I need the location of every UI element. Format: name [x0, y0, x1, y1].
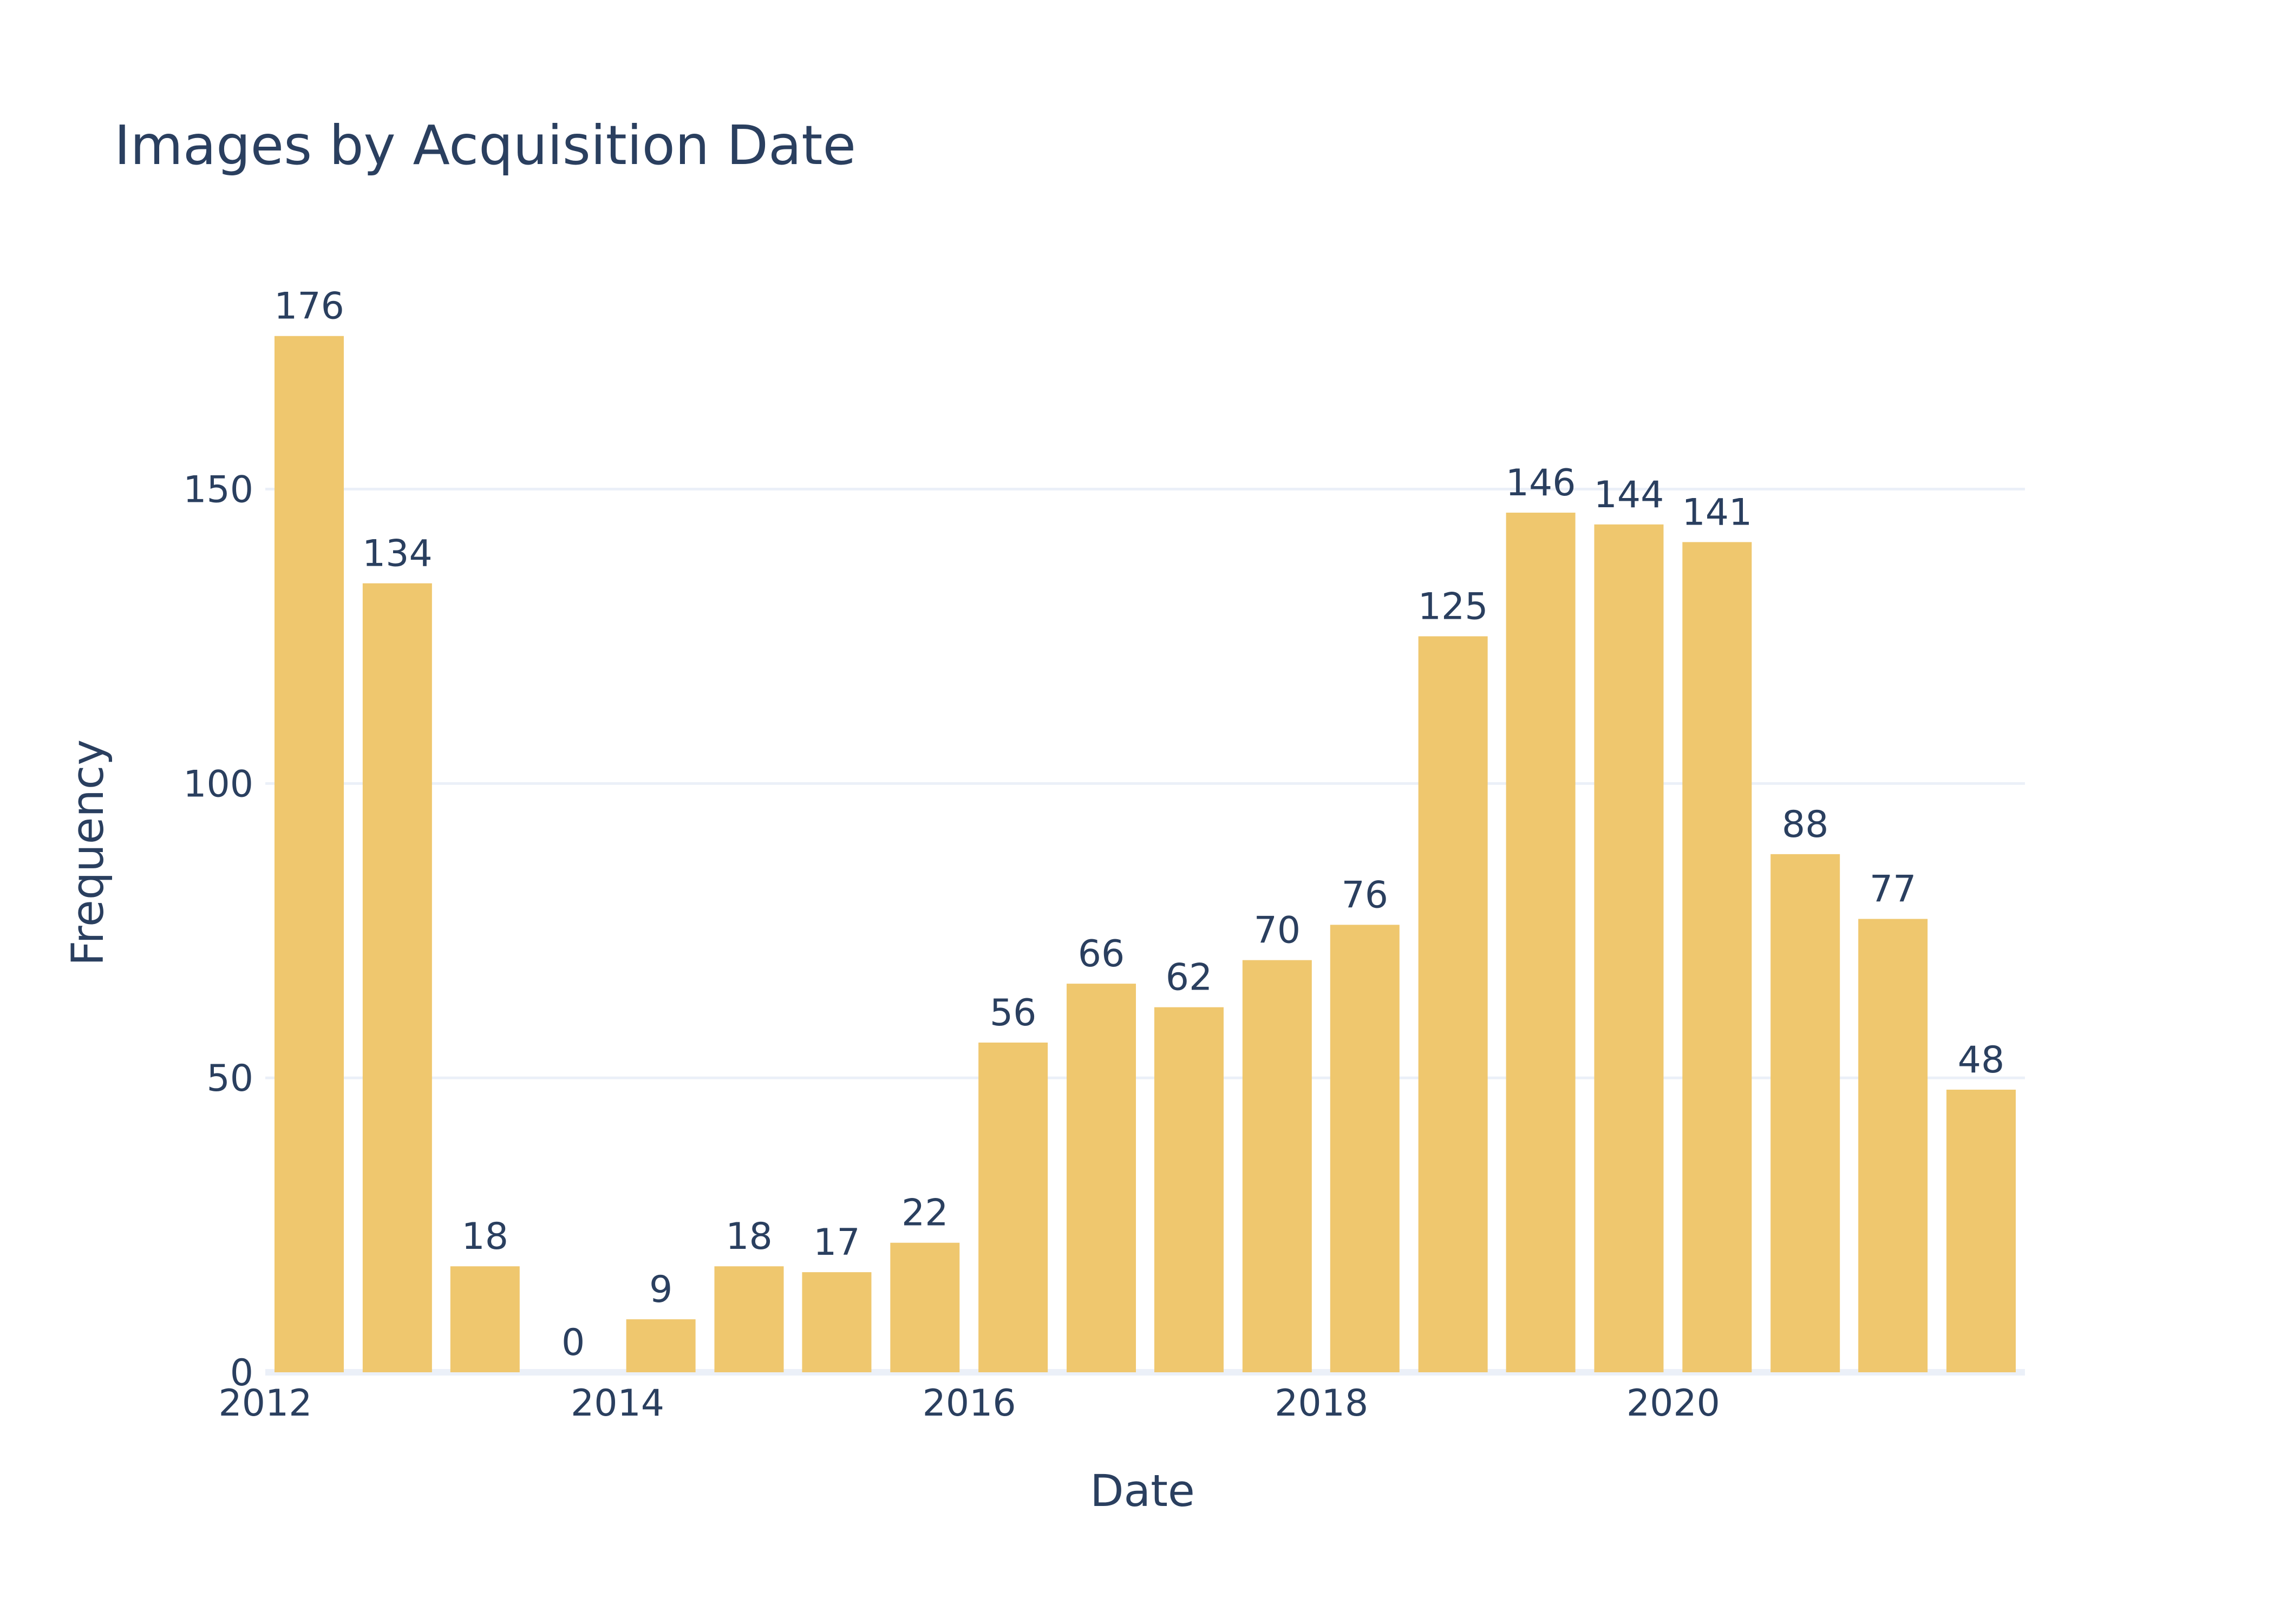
- bar: [1594, 524, 1664, 1372]
- bar: [890, 1242, 960, 1372]
- bar: [1506, 513, 1576, 1372]
- bar: [714, 1266, 784, 1372]
- bar-value-label: 144: [1594, 474, 1664, 516]
- bar-value-label: 17: [813, 1221, 860, 1264]
- bar-value-label: 77: [1870, 868, 1917, 911]
- bar: [1858, 919, 1928, 1372]
- bar: [802, 1272, 872, 1372]
- y-axis-title: Frequency: [63, 739, 114, 966]
- bar-value-label: 48: [1958, 1039, 2005, 1082]
- y-tick-label: 100: [183, 763, 253, 806]
- bars: [274, 336, 2016, 1373]
- bar: [1418, 636, 1488, 1372]
- x-tick-label: 2018: [1275, 1382, 1368, 1425]
- y-tick-label: 50: [206, 1057, 253, 1100]
- bar: [1067, 984, 1136, 1372]
- bar-value-label: 18: [726, 1215, 773, 1258]
- bar: [1682, 542, 1752, 1372]
- chart-title: Images by Acquisition Date: [114, 114, 856, 177]
- bar: [1242, 960, 1312, 1372]
- bar-value-label: 66: [1078, 933, 1125, 975]
- bar: [362, 583, 432, 1372]
- bar-value-label: 0: [561, 1321, 585, 1364]
- bar-value-label: 56: [990, 992, 1037, 1034]
- x-tick-label: 2012: [218, 1382, 312, 1425]
- bar-value-label: 76: [1342, 874, 1389, 916]
- bar-labels: 176 134 18 0 9 18 17 22 56 66 62 70 76 125 146 144 141 88…: [274, 285, 2004, 1364]
- bar: [626, 1319, 696, 1372]
- bar-value-label: 176: [274, 285, 344, 328]
- bar: [1946, 1089, 2016, 1372]
- bar-value-label: 18: [462, 1215, 509, 1258]
- bar: [1770, 854, 1840, 1372]
- bar-value-label: 70: [1254, 909, 1301, 952]
- bar-value-label: 134: [362, 533, 433, 575]
- bar: [1330, 925, 1400, 1372]
- gridlines: [265, 488, 2025, 1376]
- bar-value-label: 146: [1506, 462, 1576, 505]
- x-axis-ticks: 2012 2014 2016 2018 2020: [218, 1382, 1720, 1425]
- bar-value-label: 141: [1682, 491, 1752, 534]
- bar-value-label: 62: [1166, 957, 1213, 999]
- x-tick-label: 2020: [1626, 1382, 1720, 1425]
- y-axis-ticks: 0 50 100 150: [183, 469, 253, 1394]
- x-tick-label: 2014: [571, 1382, 664, 1425]
- bar-value-label: 9: [649, 1268, 672, 1311]
- y-tick-label: 150: [183, 469, 253, 512]
- x-axis-title: Date: [1090, 1466, 1195, 1517]
- y-tick-label: 0: [230, 1352, 253, 1394]
- bar: [450, 1266, 520, 1372]
- x-tick-label: 2016: [923, 1382, 1016, 1425]
- bar-value-label: 88: [1782, 803, 1829, 846]
- bar: [978, 1042, 1048, 1372]
- bar: [274, 336, 344, 1373]
- bar-value-label: 22: [901, 1192, 949, 1235]
- bar: [1154, 1007, 1224, 1372]
- bar-value-label: 125: [1418, 585, 1488, 628]
